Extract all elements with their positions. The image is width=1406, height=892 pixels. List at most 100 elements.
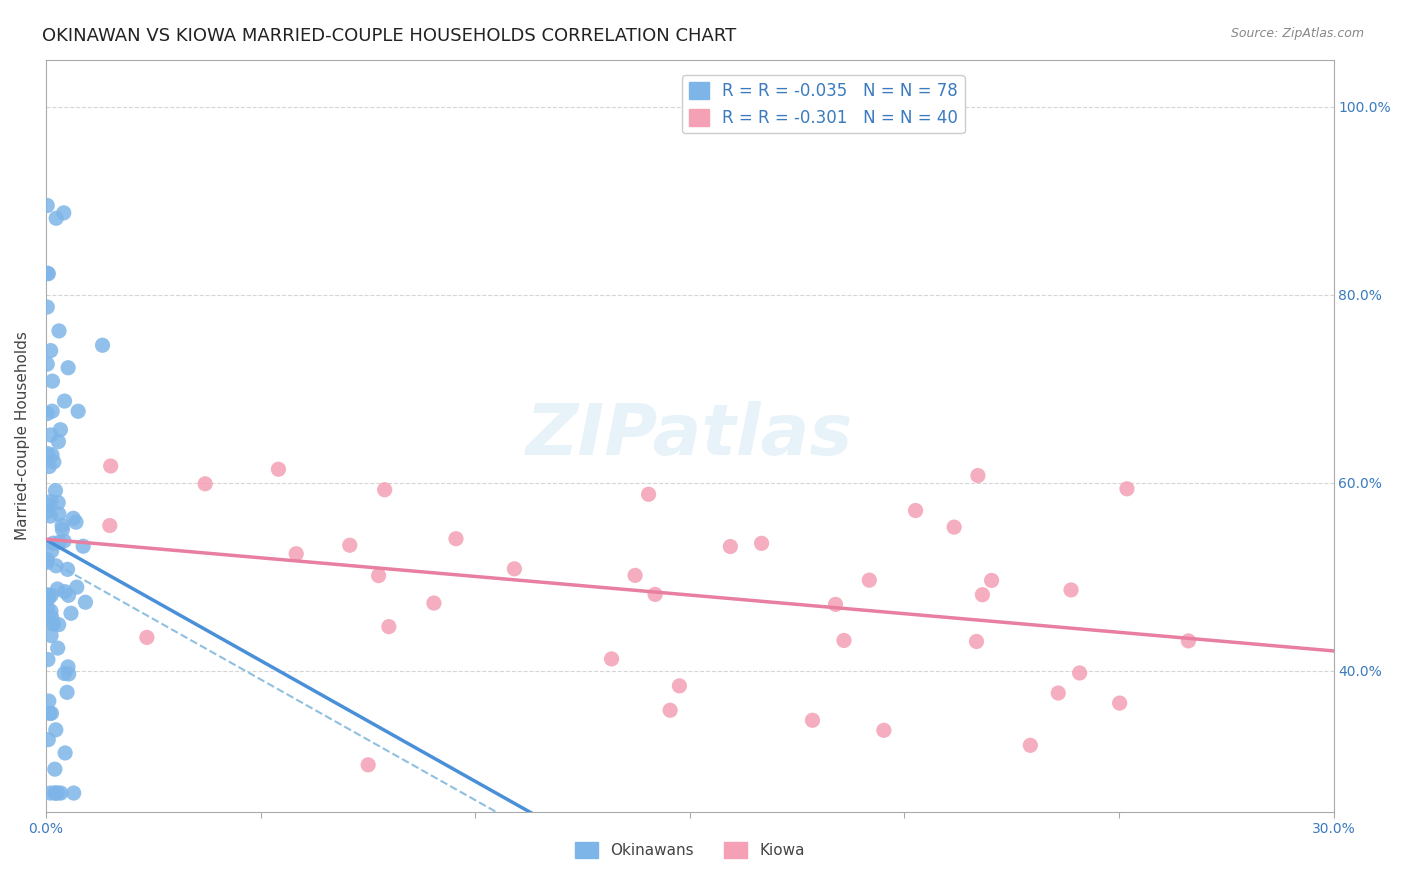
Point bbox=[48, 507, 70, 521]
Point bbox=[44, 786, 66, 800]
Point bbox=[91, 338, 114, 352]
Point bbox=[37, 588, 59, 602]
Point bbox=[66, 580, 89, 594]
Point bbox=[37, 498, 59, 512]
Point bbox=[644, 587, 666, 601]
Point bbox=[42, 616, 65, 631]
Point bbox=[46, 496, 69, 510]
Point bbox=[48, 535, 70, 549]
Y-axis label: Married-couple Households: Married-couple Households bbox=[15, 331, 30, 541]
Point bbox=[39, 494, 62, 508]
Point bbox=[194, 476, 217, 491]
Point bbox=[41, 610, 63, 624]
Point bbox=[44, 483, 66, 498]
Point bbox=[39, 588, 62, 602]
Point bbox=[51, 518, 73, 533]
Point bbox=[37, 652, 59, 666]
Point bbox=[135, 631, 157, 645]
Point bbox=[41, 706, 63, 721]
Point bbox=[972, 588, 994, 602]
Point bbox=[53, 394, 76, 409]
Point bbox=[45, 723, 67, 737]
Point bbox=[37, 267, 59, 281]
Point bbox=[42, 455, 65, 469]
Point bbox=[49, 423, 72, 437]
Point bbox=[53, 584, 76, 599]
Text: Source: ZipAtlas.com: Source: ZipAtlas.com bbox=[1230, 27, 1364, 40]
Point bbox=[285, 547, 308, 561]
Text: ZIPatlas: ZIPatlas bbox=[526, 401, 853, 470]
Point bbox=[1060, 582, 1083, 597]
Text: OKINAWAN VS KIOWA MARRIED-COUPLE HOUSEHOLDS CORRELATION CHART: OKINAWAN VS KIOWA MARRIED-COUPLE HOUSEHO… bbox=[42, 27, 737, 45]
Point bbox=[38, 694, 60, 708]
Point bbox=[75, 595, 97, 609]
Point bbox=[904, 503, 927, 517]
Point bbox=[48, 324, 70, 338]
Point bbox=[53, 746, 76, 760]
Point bbox=[718, 540, 741, 554]
Point bbox=[51, 523, 73, 537]
Point bbox=[65, 515, 87, 529]
Point bbox=[367, 568, 389, 582]
Point bbox=[37, 555, 59, 569]
Point bbox=[46, 582, 69, 596]
Point bbox=[423, 596, 446, 610]
Point bbox=[56, 360, 79, 375]
Point bbox=[801, 713, 824, 727]
Point bbox=[42, 616, 65, 631]
Point bbox=[600, 652, 623, 666]
Point bbox=[37, 407, 59, 421]
Point bbox=[44, 762, 66, 776]
Point bbox=[49, 786, 72, 800]
Point bbox=[53, 666, 76, 681]
Point bbox=[1047, 686, 1070, 700]
Point bbox=[980, 574, 1002, 588]
Point bbox=[637, 487, 659, 501]
Point bbox=[624, 568, 647, 582]
Point bbox=[39, 604, 62, 618]
Point bbox=[378, 620, 401, 634]
Point bbox=[38, 706, 60, 721]
Point bbox=[943, 520, 966, 534]
Point bbox=[37, 600, 59, 615]
Point bbox=[967, 468, 990, 483]
Point bbox=[37, 198, 59, 212]
Point bbox=[48, 617, 70, 632]
Point bbox=[53, 533, 76, 548]
Point bbox=[45, 211, 67, 226]
Point bbox=[41, 404, 63, 418]
Point bbox=[67, 404, 90, 418]
Point bbox=[1019, 739, 1042, 753]
Point bbox=[873, 723, 896, 738]
Point bbox=[58, 588, 80, 602]
Point bbox=[38, 591, 60, 605]
Point bbox=[42, 536, 65, 550]
Point bbox=[444, 532, 467, 546]
Point bbox=[39, 428, 62, 442]
Point bbox=[751, 536, 773, 550]
Point bbox=[52, 206, 75, 220]
Point bbox=[1116, 482, 1139, 496]
Point bbox=[62, 511, 84, 525]
Point bbox=[39, 343, 62, 358]
Point bbox=[48, 434, 70, 449]
Point bbox=[668, 679, 690, 693]
Point bbox=[39, 786, 62, 800]
Point bbox=[37, 300, 59, 314]
Point bbox=[46, 641, 69, 656]
Point bbox=[39, 509, 62, 524]
Point bbox=[37, 732, 59, 747]
Point bbox=[41, 374, 63, 388]
Legend: Okinawans, Kiowa: Okinawans, Kiowa bbox=[568, 836, 811, 864]
Point bbox=[37, 266, 59, 280]
Point bbox=[37, 357, 59, 371]
Point bbox=[37, 553, 59, 567]
Point bbox=[41, 448, 63, 462]
Point bbox=[357, 757, 380, 772]
Point bbox=[44, 786, 66, 800]
Point bbox=[1177, 633, 1199, 648]
Point bbox=[1069, 665, 1091, 680]
Point bbox=[39, 629, 62, 643]
Point bbox=[503, 562, 526, 576]
Point bbox=[858, 573, 880, 587]
